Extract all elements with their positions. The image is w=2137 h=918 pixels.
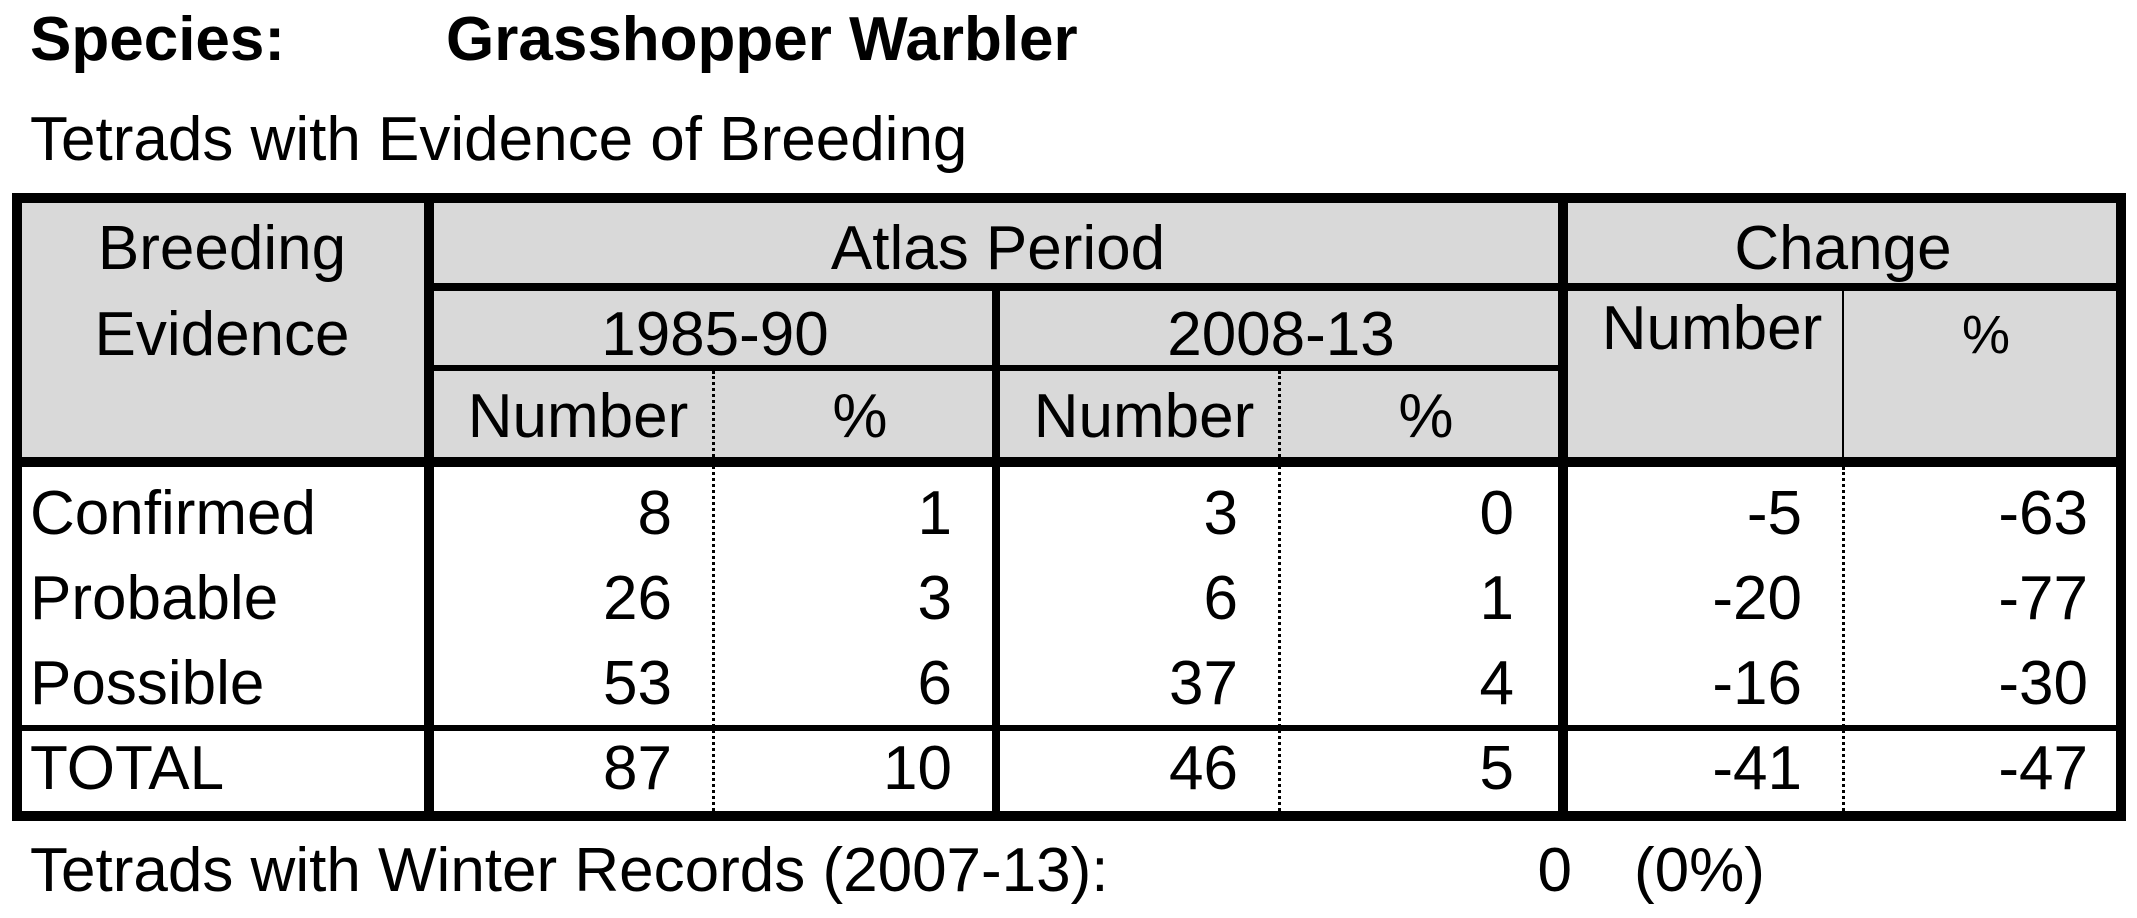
border-bottom — [12, 811, 2126, 821]
header-background — [12, 193, 2126, 465]
cell-change-number: -20 — [1712, 564, 1802, 633]
border-left — [12, 193, 22, 821]
row-label-confirmed: Confirmed — [30, 479, 316, 548]
cell-2008-number: 3 — [1203, 479, 1238, 548]
divider-period-column — [992, 291, 1000, 821]
cell-2008-percent: 0 — [1479, 479, 1514, 548]
header-atlas-period: Atlas Period — [830, 214, 1166, 283]
cell-1985-percent: 1 — [917, 479, 952, 548]
species-label: Species: — [30, 5, 286, 74]
species-name: Grasshopper Warbler — [446, 5, 1078, 74]
header-breeding: Breeding — [97, 214, 347, 283]
cell-change-percent: -63 — [1998, 479, 2088, 548]
cell-change-percent: -77 — [1998, 564, 2088, 633]
header-change: Change — [1734, 214, 1952, 283]
border-top — [12, 193, 2126, 203]
cell-2008-number: 37 — [1169, 649, 1238, 718]
winter-records-label: Tetrads with Winter Records (2007-13): — [30, 836, 1109, 905]
header-change-percent: % — [1961, 305, 2010, 365]
header-change-number: Number — [1601, 294, 1823, 363]
header-period-2008-13: 2008-13 — [1167, 300, 1395, 369]
header-1985-percent: % — [832, 382, 888, 451]
dotted-divider-1985 — [712, 371, 715, 811]
row-label-total: TOTAL — [30, 734, 225, 803]
cell-2008-percent: 1 — [1479, 564, 1514, 633]
divider-header-row-2 — [434, 365, 1558, 371]
cell-1985-number: 8 — [637, 479, 672, 548]
winter-records: Tetrads with Winter Records (2007-13): 0… — [30, 835, 2110, 907]
header-2008-percent: % — [1398, 382, 1454, 451]
divider-change-header — [1842, 291, 1844, 457]
divider-change-column — [1558, 193, 1568, 821]
winter-records-value: 0 — [1537, 836, 1572, 905]
cell-1985-number: 87 — [603, 734, 672, 803]
row-label-possible: Possible — [30, 649, 265, 718]
cell-1985-number: 26 — [603, 564, 672, 633]
cell-1985-percent: 6 — [917, 649, 952, 718]
cell-change-percent: -30 — [1998, 649, 2088, 718]
cell-2008-number: 46 — [1169, 734, 1238, 803]
cell-1985-percent: 10 — [883, 734, 952, 803]
divider-total-row — [12, 725, 2126, 731]
breeding-evidence-table: Breeding Evidence Atlas Period Change 19… — [12, 193, 2126, 821]
cell-2008-number: 6 — [1203, 564, 1238, 633]
divider-header-body — [12, 457, 2126, 467]
cell-change-number: -41 — [1712, 734, 1802, 803]
cell-2008-percent: 4 — [1479, 649, 1514, 718]
dotted-divider-2008 — [1278, 371, 1281, 811]
table-subtitle: Tetrads with Evidence of Breeding — [30, 105, 968, 174]
cell-change-number: -5 — [1746, 479, 1802, 548]
header-1985-number: Number — [467, 382, 689, 451]
header-2008-number: Number — [1033, 382, 1255, 451]
cell-1985-number: 53 — [603, 649, 672, 718]
cell-2008-percent: 5 — [1479, 734, 1514, 803]
border-right — [2116, 193, 2126, 821]
winter-records-percent: (0%) — [1634, 836, 1765, 905]
divider-label-column — [424, 193, 434, 821]
cell-change-number: -16 — [1712, 649, 1802, 718]
header-period-1985-90: 1985-90 — [601, 300, 829, 369]
divider-header-row-1 — [434, 283, 2116, 291]
dotted-divider-change — [1842, 467, 1845, 811]
header-evidence: Evidence — [94, 300, 350, 369]
cell-1985-percent: 3 — [917, 564, 952, 633]
row-label-probable: Probable — [30, 564, 279, 633]
cell-change-percent: -47 — [1998, 734, 2088, 803]
